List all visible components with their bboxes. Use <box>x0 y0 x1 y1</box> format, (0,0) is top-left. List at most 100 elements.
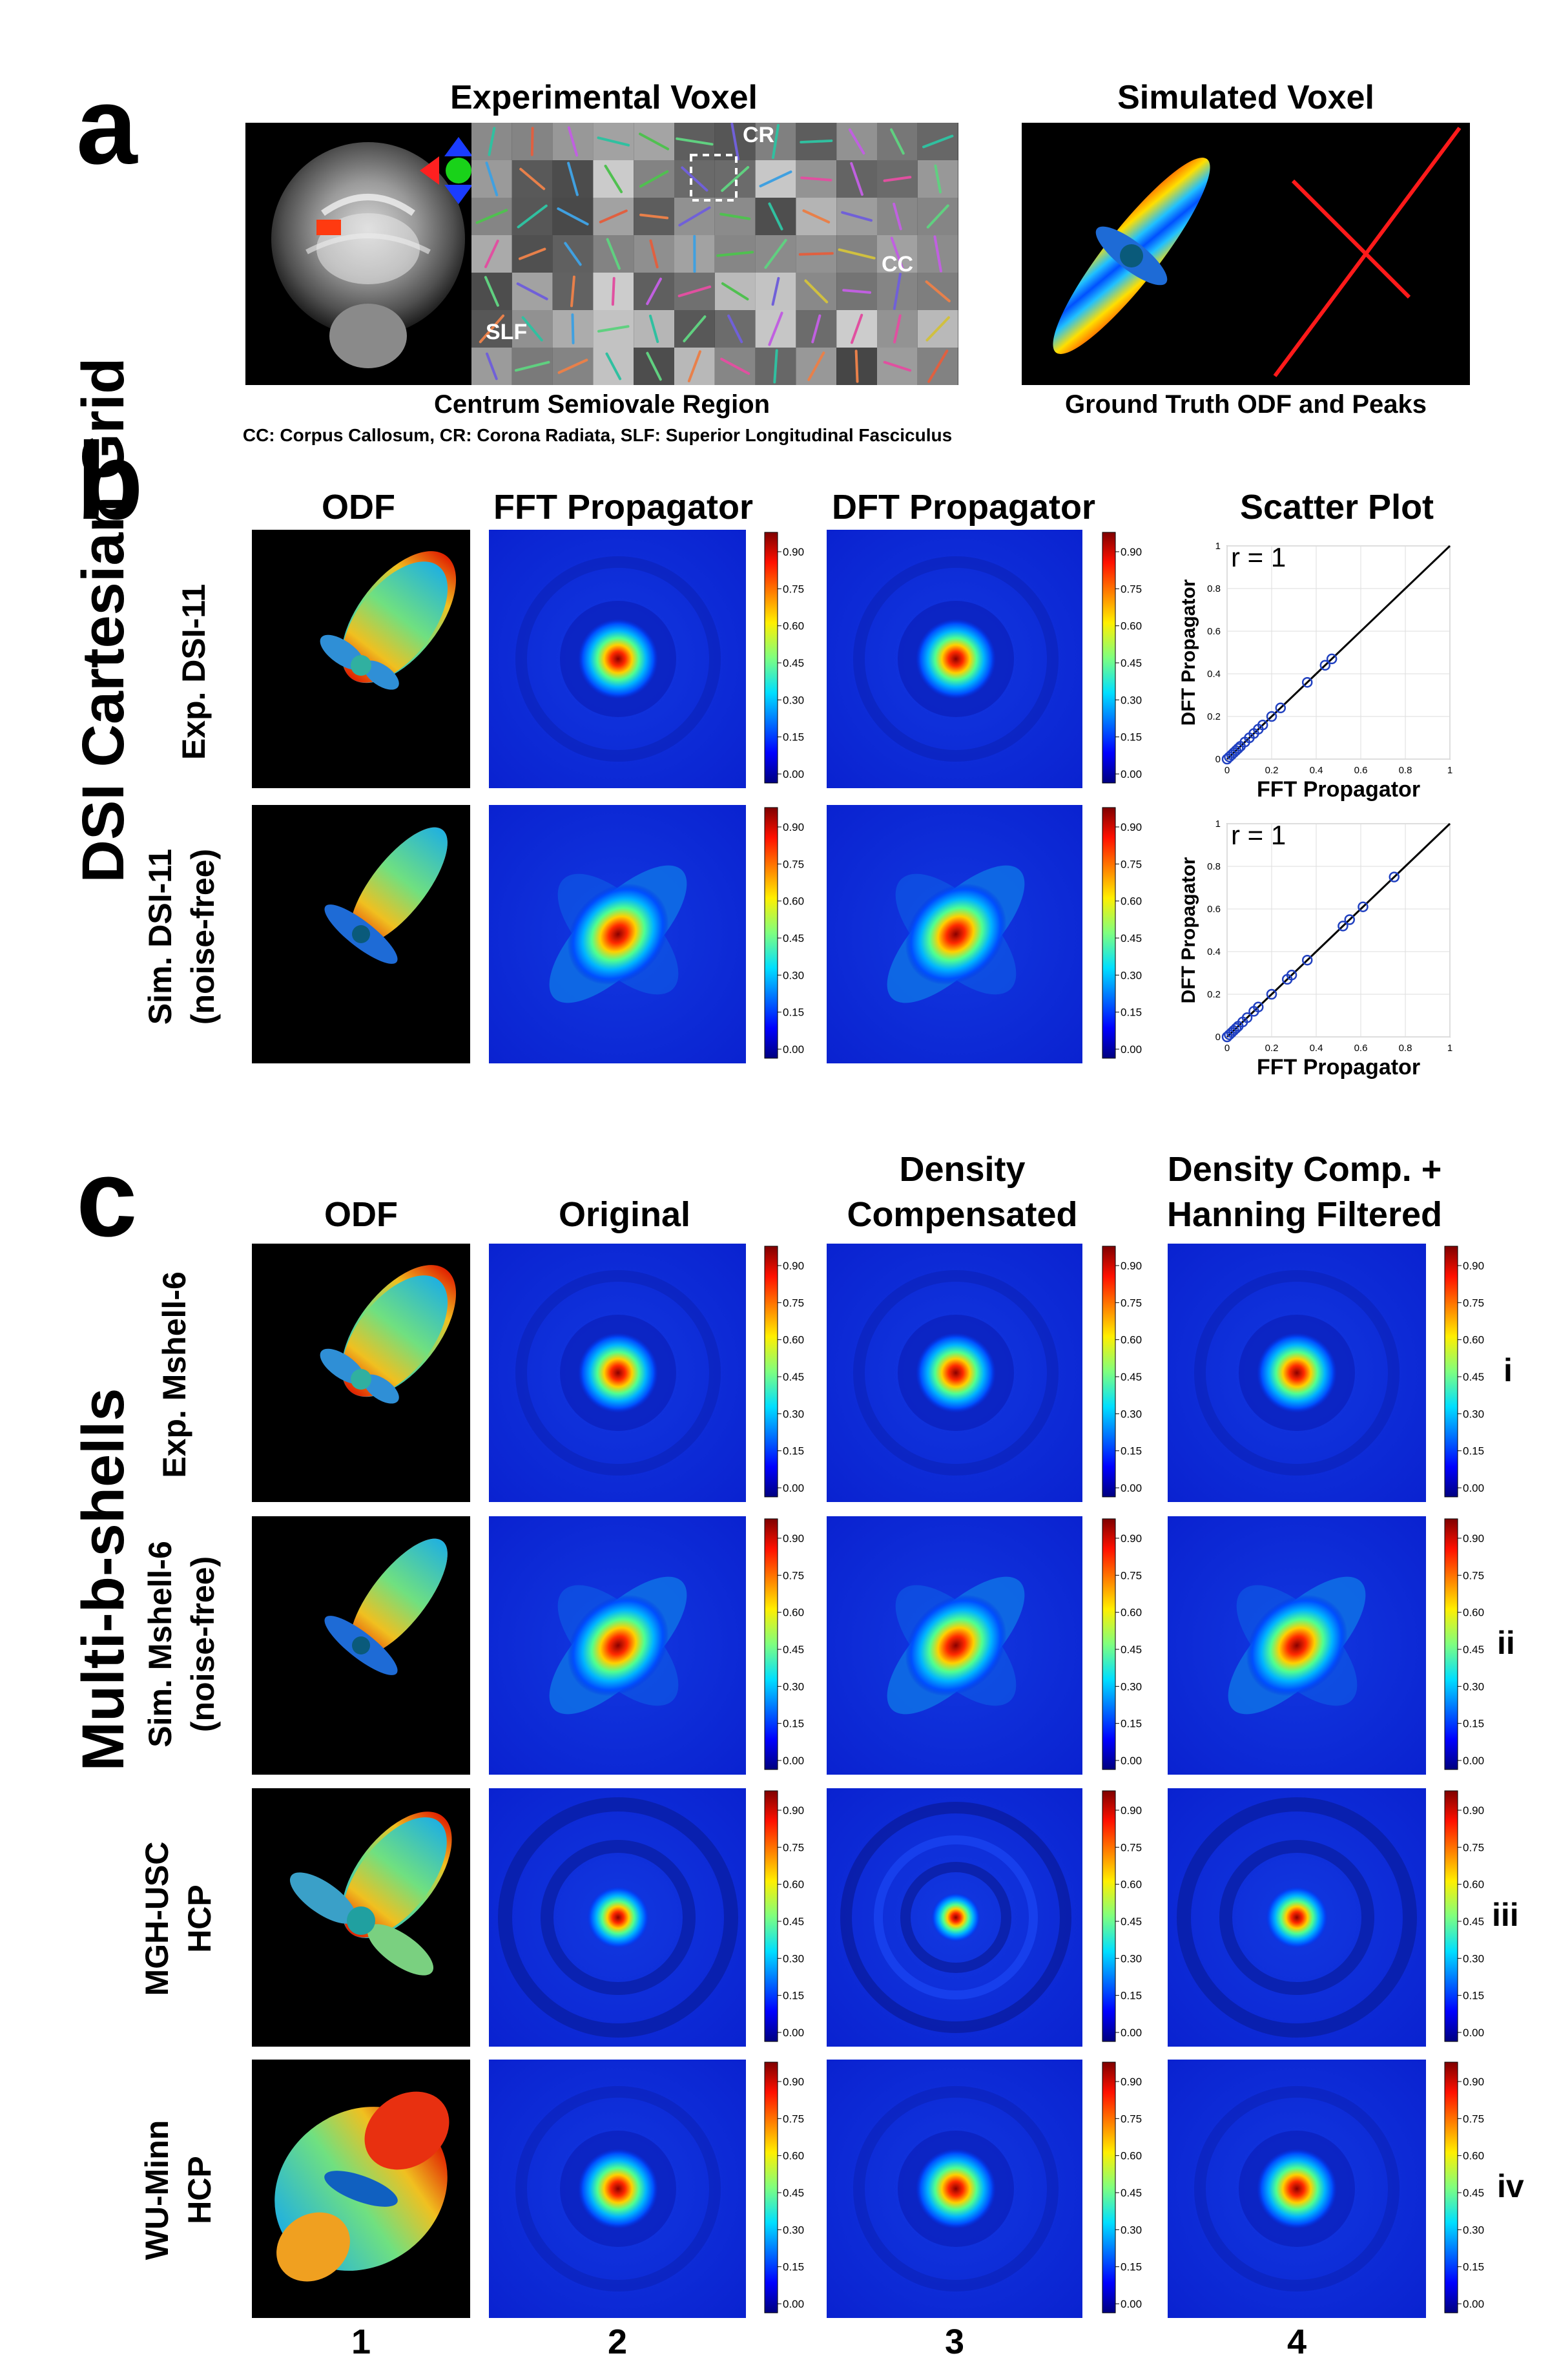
fiber-peak <box>850 313 863 344</box>
fiber-peak <box>486 352 498 381</box>
column-number-3: 3 <box>944 2323 965 2361</box>
x-tick-label: 0.2 <box>1265 1043 1279 1054</box>
b-dft-propagator-row2 <box>827 805 1082 1063</box>
scatter-plot-row1: 0 0.2 0.4 0.6 0.8 1 0 0.2 0.4 0.6 0.8 1 r = 1 FFT Pro… <box>1169 523 1472 820</box>
b-row-label-2: Sim. DSI-11 (noise-free) <box>139 798 229 1076</box>
dsi-side-label: DSI Cartesian Grid <box>70 357 136 883</box>
colorbar-tick-label: 0.60 <box>1463 1879 1484 1891</box>
abbreviations-caption: CC: Corpus Callosum, CR: Corona Radiata,… <box>242 425 953 445</box>
b-dft-colorbar-row1: 0.90 0.75 0.60 0.45 0.30 0.15 0.00 <box>1101 531 1153 784</box>
fiber-peak <box>605 352 622 381</box>
colorbar-tick-label: 0.30 <box>1463 1952 1484 1965</box>
b-fft-colorbar-row1: 0.90 0.75 0.60 0.45 0.30 0.15 0.00 <box>763 531 815 784</box>
x-tick-label: 0.4 <box>1310 1043 1323 1054</box>
scatter-point <box>1266 988 1277 1000</box>
multishell-side-label: Multi-b-shells <box>70 1388 136 1771</box>
colorbar-tick-label: 0.90 <box>1463 2076 1484 2088</box>
correlation-label: r = 1 <box>1231 820 1286 850</box>
scatter-point <box>1241 1012 1253 1023</box>
column-number-1: 1 <box>351 2323 371 2361</box>
colorbar-tick-label: 0.45 <box>1121 657 1142 669</box>
colorbar-tick-label: 0.60 <box>1121 620 1142 632</box>
c-odf-row2 <box>252 1516 470 1775</box>
fiber-peak <box>721 166 750 192</box>
fiber-peak <box>883 176 912 182</box>
fiber-peak <box>649 239 659 269</box>
experimental-caption: Centrum Semiovale Region <box>433 390 770 419</box>
fiber-peak <box>842 289 872 294</box>
colorbar-tick-label: 0.00 <box>1121 768 1142 780</box>
colorbar-tick-label: 0.60 <box>783 620 804 632</box>
colorbar-tick-label: 0.90 <box>1463 1532 1484 1545</box>
fiber-peak <box>687 350 701 382</box>
colorbar-tick-label: 0.45 <box>1463 2187 1484 2199</box>
x-axis-label: FFT Propagator <box>1257 777 1420 802</box>
panel-label-c: c <box>76 1137 138 1260</box>
colorbar-tick-label: 0.75 <box>783 1569 804 1581</box>
fiber-peak <box>893 202 902 231</box>
fiber-peak <box>802 209 831 224</box>
scatter-point <box>1257 719 1268 731</box>
colorbar-tick-label: 0.75 <box>783 1841 804 1853</box>
colorbar-tick-label: 0.00 <box>1463 2298 1484 2310</box>
colorbar-tick-label: 0.30 <box>783 694 804 706</box>
identity-line <box>1226 545 1451 760</box>
c-col-title-3-line2: Compensated <box>847 1195 1078 1235</box>
colorbar-tick-label: 0.30 <box>783 969 804 981</box>
fiber-peak <box>606 238 621 270</box>
y-tick-label: 0 <box>1215 754 1221 765</box>
c-odf-row4 <box>242 2060 480 2318</box>
colorbar-tick-label: 0.90 <box>1121 821 1142 833</box>
c-hanning-colorbar-row3: 0.90 0.75 0.60 0.45 0.30 0.15 0.00 <box>1443 1790 1495 2043</box>
experimental-voxel-image: CR CC SLF <box>245 122 958 385</box>
colorbar-tick-label: 0.15 <box>1463 1990 1484 2002</box>
y-axis-label: DFT Propagator <box>1178 857 1199 1003</box>
fiber-peak <box>893 314 902 344</box>
fiber-peak <box>611 277 615 306</box>
colorbar-tick-label: 0.60 <box>783 1334 804 1346</box>
fiber-peak <box>883 360 912 372</box>
fiber-peak <box>530 127 534 156</box>
colorbar-tick-label: 0.00 <box>1121 2298 1142 2310</box>
colorbar-tick-label: 0.90 <box>1463 1260 1484 1272</box>
colorbar-tick-label: 0.45 <box>1121 1371 1142 1383</box>
fiber-peak <box>646 277 662 306</box>
colorbar-tick-label: 0.00 <box>1463 1482 1484 1494</box>
x-tick-label: 0 <box>1224 1043 1230 1054</box>
c-row-roman-4: iv <box>1497 2168 1524 2204</box>
fiber-peak <box>484 276 499 307</box>
colorbar-tick-label: 0.90 <box>783 821 804 833</box>
colorbar-tick-label: 0.15 <box>1121 731 1142 744</box>
colorbar-tick-label: 0.75 <box>1463 1569 1484 1581</box>
colorbar-tick-label: 0.75 <box>783 858 804 870</box>
c-col-title-3: Density Compensated <box>807 1147 1117 1237</box>
colorbar-tick-label: 0.45 <box>1121 2187 1142 2199</box>
fiber-peak <box>475 209 508 224</box>
fiber-peak <box>773 349 778 384</box>
colorbar-tick-label: 0.75 <box>783 583 804 595</box>
fiber-peak <box>927 350 949 383</box>
panel-label-a: a <box>76 65 138 187</box>
colorbar-tick-label: 0.15 <box>1121 2261 1142 2273</box>
x-tick-label: 0.8 <box>1399 765 1412 776</box>
fiber-peak <box>850 162 863 196</box>
colorbar-tick-label: 0.90 <box>783 546 804 558</box>
voxel-grid <box>471 122 958 385</box>
colorbar-tick-label: 0.45 <box>783 1915 804 1928</box>
colorbar-tick-label: 0.75 <box>1121 1569 1142 1581</box>
fiber-peak <box>811 314 822 344</box>
c-row-label-3-line1: MGH-USC <box>139 1841 175 1996</box>
b-row-label-1-text: Exp. DSI-11 <box>176 583 212 760</box>
c-density-row1 <box>827 1244 1082 1502</box>
fiber-peak <box>768 311 783 346</box>
colorbar-tick-label: 0.30 <box>783 2224 804 2236</box>
simulated-voxel-title: Simulated Voxel <box>1117 79 1374 116</box>
c-original-colorbar-row2: 0.90 0.75 0.60 0.45 0.30 0.15 0.00 <box>763 1518 815 1771</box>
colorbar-tick-label: 0.30 <box>783 1408 804 1420</box>
colorbar-tick-label: 0.90 <box>1463 1804 1484 1817</box>
slf-label: SLF <box>486 320 527 344</box>
fiber-peak <box>854 350 859 383</box>
fiber-peak <box>567 162 579 196</box>
cc-label: CC <box>882 252 913 277</box>
fiber-peak <box>639 170 669 188</box>
